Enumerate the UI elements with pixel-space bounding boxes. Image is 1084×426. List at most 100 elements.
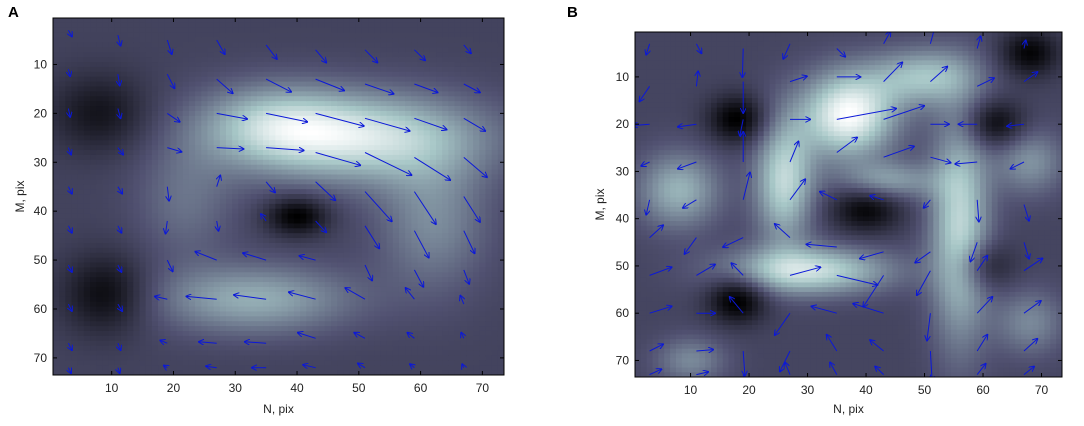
heatmap-cell	[170, 150, 178, 156]
heatmap-cell	[207, 218, 215, 224]
heatmap-cell	[83, 267, 91, 273]
heatmap-cell	[287, 154, 295, 161]
heatmap-cell	[275, 301, 283, 308]
heatmap-cell	[158, 194, 165, 200]
heatmap-cell	[108, 321, 116, 327]
heatmap-cell	[120, 262, 128, 269]
heatmap-cell	[281, 145, 289, 151]
heatmap-cell	[417, 335, 425, 342]
heatmap-cell	[71, 282, 79, 288]
heatmap-cell	[454, 213, 462, 220]
heatmap-cell	[368, 37, 375, 44]
heatmap-cell	[331, 179, 338, 185]
heatmap-cell	[188, 296, 196, 303]
heatmap-cell	[343, 282, 351, 288]
heatmap-cell	[65, 291, 73, 298]
heatmap-cell	[225, 242, 233, 249]
heatmap-cell	[102, 350, 110, 357]
heatmap-cell	[454, 150, 462, 156]
heatmap-cell	[96, 228, 104, 234]
heatmap-cell	[466, 150, 474, 156]
heatmap-cell	[53, 27, 60, 34]
heatmap-cell	[108, 47, 116, 53]
heatmap-cell	[250, 208, 258, 215]
heatmap-cell	[386, 164, 394, 171]
heatmap-cell	[331, 252, 338, 259]
heatmap-cell	[429, 301, 437, 308]
heatmap-cell	[164, 130, 171, 136]
heatmap-cell	[219, 150, 227, 156]
heatmap-cell	[287, 198, 295, 205]
heatmap-cell	[256, 37, 264, 44]
heatmap-cell	[411, 242, 419, 249]
heatmap-cell	[195, 272, 202, 278]
heatmap-cell	[133, 355, 141, 361]
heatmap-cell	[108, 247, 116, 254]
heatmap-cell	[337, 164, 344, 171]
heatmap-cell	[293, 301, 301, 308]
heatmap-cell	[108, 228, 116, 234]
heatmap-cell	[392, 27, 400, 34]
heatmap-cell	[448, 350, 456, 357]
heatmap-cell	[331, 262, 338, 269]
heatmap-cell	[108, 76, 116, 83]
heatmap-cell	[158, 47, 165, 53]
heatmap-cell	[454, 130, 462, 136]
heatmap-cell	[65, 213, 73, 220]
heatmap-cell	[318, 311, 326, 317]
heatmap-cell	[151, 96, 159, 102]
heatmap-cell	[232, 365, 239, 371]
heatmap-cell	[139, 223, 147, 229]
heatmap-cell	[293, 247, 301, 254]
heatmap-cell	[300, 340, 307, 347]
heatmap-cell	[71, 360, 79, 366]
heatmap-cell	[411, 218, 419, 224]
heatmap-cell	[460, 145, 468, 151]
heatmap-cell	[343, 110, 351, 117]
heatmap-cell	[466, 316, 474, 322]
heatmap-cell	[466, 365, 474, 371]
heatmap-cell	[71, 32, 79, 39]
heatmap-cell	[275, 242, 283, 249]
heatmap-cell	[250, 218, 258, 224]
heatmap-cell	[256, 355, 264, 361]
heatmap-cell	[423, 282, 431, 288]
heatmap-cell	[374, 316, 382, 322]
heatmap-cell	[448, 360, 456, 366]
heatmap-cell	[238, 296, 246, 303]
heatmap-cell	[386, 184, 394, 190]
heatmap-cell	[293, 286, 301, 293]
heatmap-cell	[182, 272, 190, 278]
heatmap-cell	[71, 350, 79, 357]
heatmap-cell	[287, 242, 295, 249]
heatmap-cell	[83, 316, 91, 322]
heatmap-cell	[65, 154, 73, 161]
heatmap-cell	[442, 130, 449, 136]
heatmap-cell	[398, 101, 406, 107]
heatmap-cell	[59, 101, 66, 107]
heatmap-cell	[411, 208, 419, 215]
heatmap-cell	[232, 272, 239, 278]
heatmap-cell	[238, 198, 246, 205]
heatmap-cell	[442, 22, 449, 29]
heatmap-cell	[324, 106, 332, 112]
heatmap-cell	[53, 335, 60, 342]
heatmap-cell	[207, 106, 215, 112]
heatmap-cell	[244, 218, 252, 224]
heatmap-cell	[293, 101, 301, 107]
heatmap-cell	[225, 262, 233, 269]
heatmap-cell	[176, 135, 184, 141]
heatmap-cell	[133, 154, 141, 161]
heatmap-cell	[423, 130, 431, 136]
heatmap-cell	[133, 194, 141, 200]
heatmap-cell	[331, 57, 338, 63]
heatmap-cell	[213, 203, 221, 210]
heatmap-cell	[83, 71, 91, 78]
heatmap-cell	[361, 57, 369, 63]
heatmap-cell	[331, 306, 338, 313]
heatmap-cell	[460, 282, 468, 288]
heatmap-cell	[256, 203, 264, 210]
heatmap-cell	[71, 145, 79, 151]
heatmap-cell	[127, 169, 134, 176]
heatmap-cell	[343, 179, 351, 185]
